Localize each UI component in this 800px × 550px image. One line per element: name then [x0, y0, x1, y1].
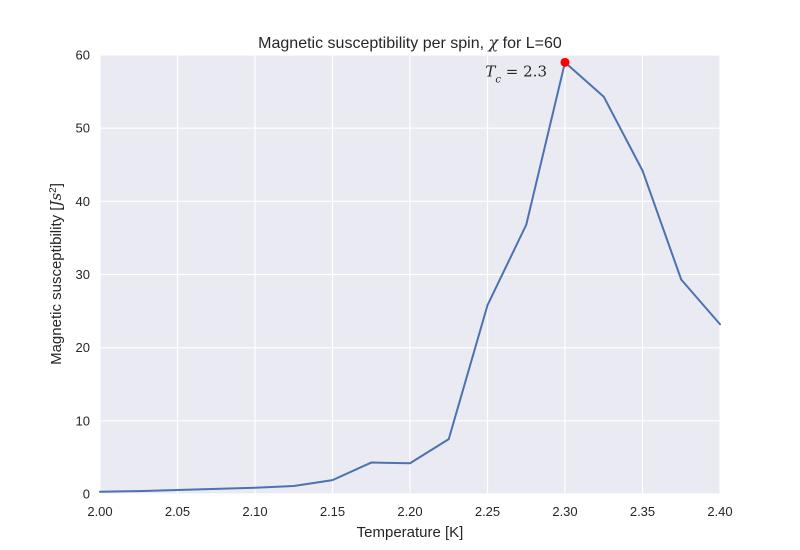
x-tick-label: 2.20 — [397, 504, 422, 519]
series-line — [99, 61, 721, 493]
x-tick-label: 2.40 — [707, 504, 732, 519]
grid — [99, 54, 721, 495]
series-group — [99, 61, 721, 493]
chart-title: Magnetic susceptibility per spin, χ for … — [258, 33, 562, 52]
x-axis-label: Temperature [K] — [357, 524, 464, 541]
x-tick-label: 2.05 — [165, 504, 190, 519]
x-tick-label: 2.30 — [552, 504, 577, 519]
critical-temperature-label: Tc = 2.3 — [485, 62, 547, 85]
y-tick-label: 60 — [76, 48, 90, 63]
y-tick-label: 40 — [76, 194, 90, 209]
critical-point-marker — [560, 57, 570, 67]
y-tick-label: 0 — [83, 487, 90, 502]
y-tick-label: 10 — [76, 413, 90, 428]
y-axis-label: Magnetic susceptibility [Js2] — [47, 183, 65, 365]
x-tick-label: 2.10 — [242, 504, 267, 519]
highlight-group: Tc = 2.3 — [485, 57, 570, 85]
x-tick-labels: 2.00 2.05 2.10 2.15 2.20 2.25 2.30 2.35 2.40 — [87, 504, 732, 519]
x-tick-label: 2.25 — [475, 504, 500, 519]
y-tick-label: 30 — [76, 267, 90, 282]
x-tick-label: 2.35 — [630, 504, 655, 519]
y-tick-label: 20 — [76, 340, 90, 355]
y-tick-labels: 0 10 20 30 40 50 60 — [76, 48, 90, 502]
y-tick-label: 50 — [76, 121, 90, 136]
x-tick-label: 2.00 — [87, 504, 112, 519]
x-tick-label: 2.15 — [320, 504, 345, 519]
